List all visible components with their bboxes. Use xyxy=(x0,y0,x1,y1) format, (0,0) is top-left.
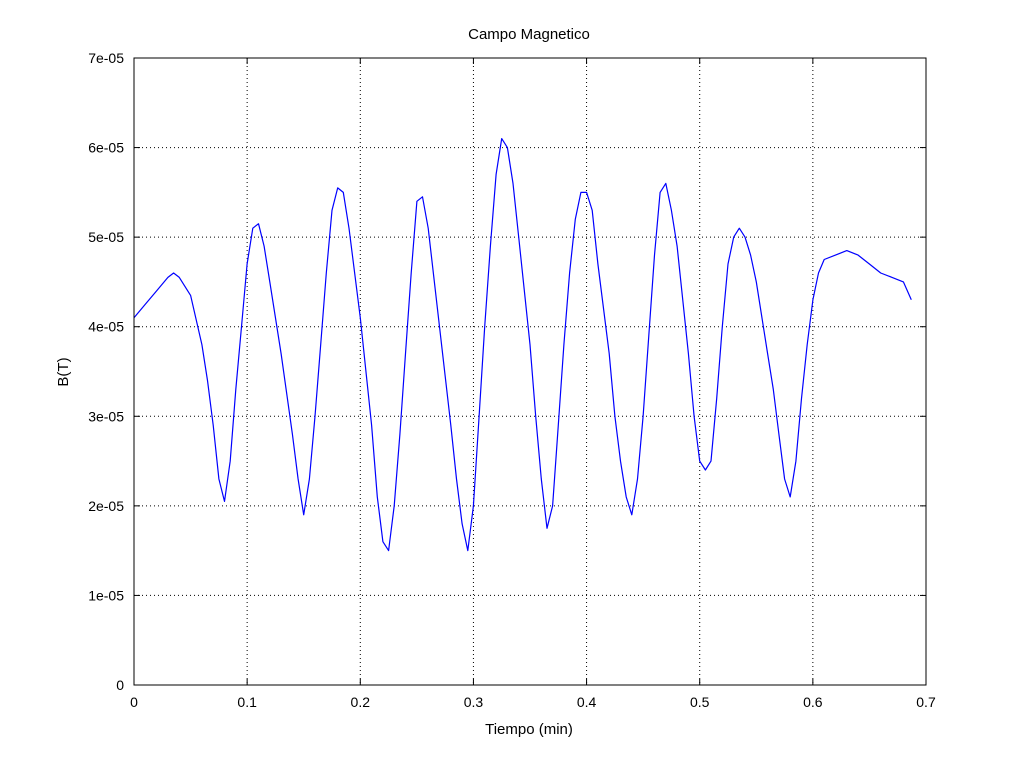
x-tick-label: 0 xyxy=(130,694,138,710)
x-axis-label: Tiempo (min) xyxy=(485,721,573,738)
x-tick-labels: 0 0.1 0.2 0.3 0.4 0.5 0.6 0.7 xyxy=(130,694,936,710)
x-tick-label: 0.4 xyxy=(577,694,597,710)
x-tick-label: 0.2 xyxy=(351,694,371,710)
y-tick-label: 5e-05 xyxy=(88,229,124,245)
chart-title: Campo Magnetico xyxy=(468,26,590,43)
y-tick-label: 2e-05 xyxy=(88,498,124,514)
y-tick-label: 1e-05 xyxy=(88,587,124,603)
axis-ticks xyxy=(133,57,927,686)
y-tick-label: 7e-05 xyxy=(88,50,124,66)
y-tick-labels: 0 1e-05 2e-05 3e-05 4e-05 5e-05 6e-05 7e-05 xyxy=(88,50,124,693)
y-tick-label: 6e-05 xyxy=(88,140,124,156)
y-tick-label: 3e-05 xyxy=(88,408,124,424)
plot-frame xyxy=(133,57,927,686)
y-axis-label: B(T) xyxy=(55,357,72,386)
x-tick-label: 0.1 xyxy=(237,694,257,710)
x-tick-label: 0.7 xyxy=(916,694,936,710)
x-tick-label: 0.3 xyxy=(464,694,484,710)
x-tick-label: 0.6 xyxy=(803,694,823,710)
series-line xyxy=(133,138,912,552)
x-tick-label: 0.5 xyxy=(690,694,710,710)
series-group xyxy=(133,138,912,552)
grid xyxy=(134,58,926,685)
y-tick-label: 4e-05 xyxy=(88,319,124,335)
y-tick-label: 0 xyxy=(116,677,124,693)
